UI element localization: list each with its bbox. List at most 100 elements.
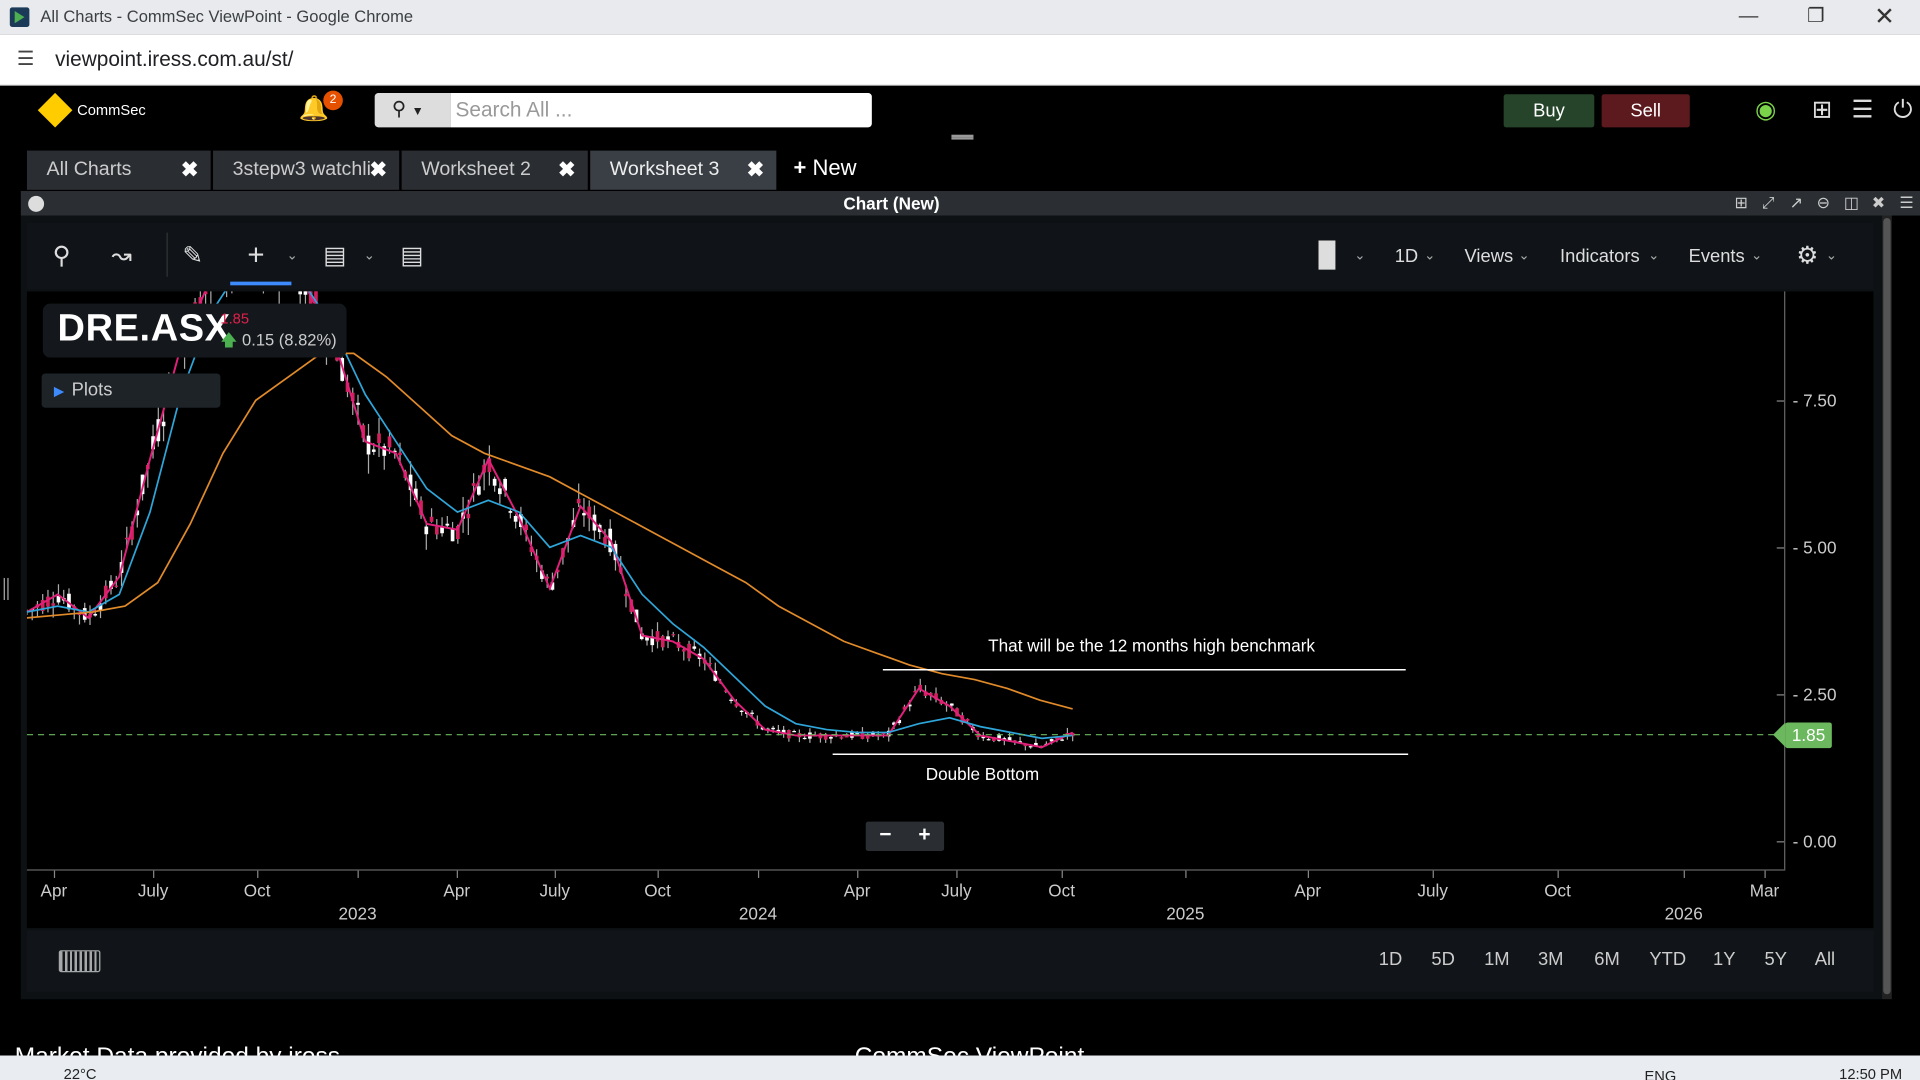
tab-worksheet-3[interactable]: Worksheet 3 ✖ xyxy=(590,150,777,190)
events-dropdown[interactable]: Events xyxy=(1688,246,1745,267)
candle-body xyxy=(398,452,402,456)
plots-toggle[interactable]: ▶ Plots xyxy=(41,373,221,408)
candle-body xyxy=(666,636,670,641)
candle-body xyxy=(303,291,308,295)
candle-body xyxy=(681,649,686,652)
expand-icon[interactable]: ⤢ xyxy=(1761,193,1775,212)
maximize-panel-icon[interactable]: ◫ xyxy=(1843,193,1859,212)
x-tick-label: Apr xyxy=(1294,880,1322,900)
zoom-out-button[interactable]: − xyxy=(879,822,892,847)
site-settings-icon[interactable]: ☰ xyxy=(16,48,35,70)
candlestick-icon[interactable]: ▉ xyxy=(1318,242,1338,270)
link-color-icon[interactable] xyxy=(28,195,45,212)
candle-body xyxy=(692,646,697,649)
benchmark-annotation[interactable]: That will be the 12 months high benchmar… xyxy=(988,635,1316,656)
panel-title: Chart (New) xyxy=(843,193,940,214)
restore-icon[interactable]: ❐ xyxy=(1807,6,1825,27)
add-panel-icon[interactable]: ⊞ xyxy=(1811,96,1833,124)
power-icon[interactable]: ⏻ xyxy=(1893,96,1913,124)
popout-icon[interactable]: ↗ xyxy=(1789,193,1804,212)
language-indicator[interactable]: ENG xyxy=(1644,1067,1677,1080)
pencil-icon[interactable]: ✎ xyxy=(182,242,203,270)
views-dropdown[interactable]: Views xyxy=(1464,246,1514,267)
chevron-down-icon[interactable]: ⌄ xyxy=(1518,248,1530,264)
zoom-in-button[interactable]: + xyxy=(918,822,931,847)
vertical-scrollbar[interactable] xyxy=(1882,215,1892,1000)
caret-right-icon: ▶ xyxy=(53,384,65,400)
symbol-code[interactable]: DRE.ASX xyxy=(57,306,231,349)
range-button-5d[interactable]: 5D xyxy=(1431,948,1455,970)
chevron-down-icon[interactable]: ⌄ xyxy=(1354,248,1366,264)
candle-body xyxy=(881,732,886,735)
chevron-down-icon[interactable]: ⌄ xyxy=(1648,248,1660,264)
tab-worksheet-2[interactable]: Worksheet 2 ✖ xyxy=(401,150,588,190)
y-tick-label: - 0.00 xyxy=(1792,831,1837,852)
menu-icon[interactable]: ☰ xyxy=(1851,96,1874,124)
clock[interactable]: 12:50 PM xyxy=(1839,1065,1903,1080)
sell-button[interactable]: Sell xyxy=(1601,94,1690,128)
candle-body xyxy=(93,613,98,616)
candle-body xyxy=(629,599,634,612)
candle-body xyxy=(161,421,166,427)
table-icon[interactable]: ▤ xyxy=(400,242,424,270)
crosshair-icon[interactable]: + xyxy=(247,238,265,272)
chart-canvas[interactable] xyxy=(26,291,1874,929)
range-button-6m[interactable]: 6M xyxy=(1594,948,1620,970)
range-button-1d[interactable]: 1D xyxy=(1378,948,1403,970)
search-icon[interactable]: ⚲ xyxy=(52,242,71,270)
search-input[interactable] xyxy=(450,93,872,128)
close-icon[interactable]: ✕ xyxy=(1874,3,1895,31)
x-tick xyxy=(757,870,760,878)
chevron-down-icon[interactable]: ⌄ xyxy=(1751,248,1763,264)
range-button-3m[interactable]: 3M xyxy=(1537,948,1564,970)
candle-body xyxy=(445,523,450,526)
range-button-1m[interactable]: 1M xyxy=(1484,948,1510,970)
candle-body xyxy=(98,603,103,611)
candle-body xyxy=(477,486,481,495)
url-text[interactable]: viewpoint.iress.com.au/st/ xyxy=(55,47,294,72)
x-year-label: 2026 xyxy=(1664,903,1703,924)
candle-body xyxy=(976,735,980,738)
double-bottom-annotation[interactable]: Double Bottom xyxy=(925,764,1040,784)
add-study-icon[interactable]: ↝ xyxy=(111,242,132,270)
indicators-dropdown[interactable]: Indicators xyxy=(1560,246,1640,267)
range-button-1y[interactable]: 1Y xyxy=(1713,948,1736,970)
chevron-down-icon[interactable]: ⌄ xyxy=(363,248,375,264)
close-tab-icon[interactable]: ✖ xyxy=(180,157,199,182)
tab-3stepw3-watchlist[interactable]: 3stepw3 watchli ✖ xyxy=(213,150,400,190)
tab-all-charts[interactable]: All Charts ✖ xyxy=(26,150,211,190)
chevron-down-icon[interactable]: ⌄ xyxy=(1825,248,1838,264)
close-tab-icon[interactable]: ✖ xyxy=(558,157,576,182)
close-panel-icon[interactable]: ✖ xyxy=(1871,193,1886,212)
panel-menu-icon[interactable]: ☰ xyxy=(1899,193,1914,212)
current-price-tag: 1.85 xyxy=(1773,722,1832,749)
range-button-ytd[interactable]: YTD xyxy=(1649,948,1687,970)
candle-body xyxy=(293,255,297,275)
lightbulb-icon[interactable]: ◉ xyxy=(1755,96,1777,124)
chevron-down-icon[interactable]: ⌄ xyxy=(1424,248,1436,264)
candle-body xyxy=(371,449,376,452)
gear-icon[interactable]: ⚙ xyxy=(1796,242,1819,270)
new-tab-button[interactable]: + New xyxy=(793,155,857,180)
candle-body xyxy=(1049,739,1054,742)
left-resize-grip[interactable] xyxy=(3,577,9,600)
candle-body xyxy=(350,392,355,402)
weather-temp[interactable]: 22°C xyxy=(63,1065,97,1080)
close-tab-icon[interactable]: ✖ xyxy=(369,157,387,182)
search-type-button[interactable]: ⚲ ▼ xyxy=(374,93,451,128)
close-tab-icon[interactable]: ✖ xyxy=(746,157,765,182)
interval-dropdown[interactable]: 1D xyxy=(1394,246,1419,267)
comment-icon[interactable]: ▤ xyxy=(323,242,347,270)
add-icon[interactable]: ⊞ xyxy=(1734,193,1748,212)
y-axis xyxy=(1784,291,1786,870)
buy-button[interactable]: Buy xyxy=(1503,94,1595,128)
candle-body xyxy=(46,596,50,607)
minimize-panel-icon[interactable]: ⊖ xyxy=(1816,193,1830,212)
resize-grip[interactable] xyxy=(951,134,974,140)
range-button-all[interactable]: All xyxy=(1814,948,1836,970)
chevron-down-icon[interactable]: ⌄ xyxy=(286,248,298,264)
range-button-5y[interactable]: 5Y xyxy=(1764,948,1787,970)
keyboard-icon[interactable] xyxy=(58,950,101,973)
minimize-icon[interactable]: — xyxy=(1738,6,1759,27)
